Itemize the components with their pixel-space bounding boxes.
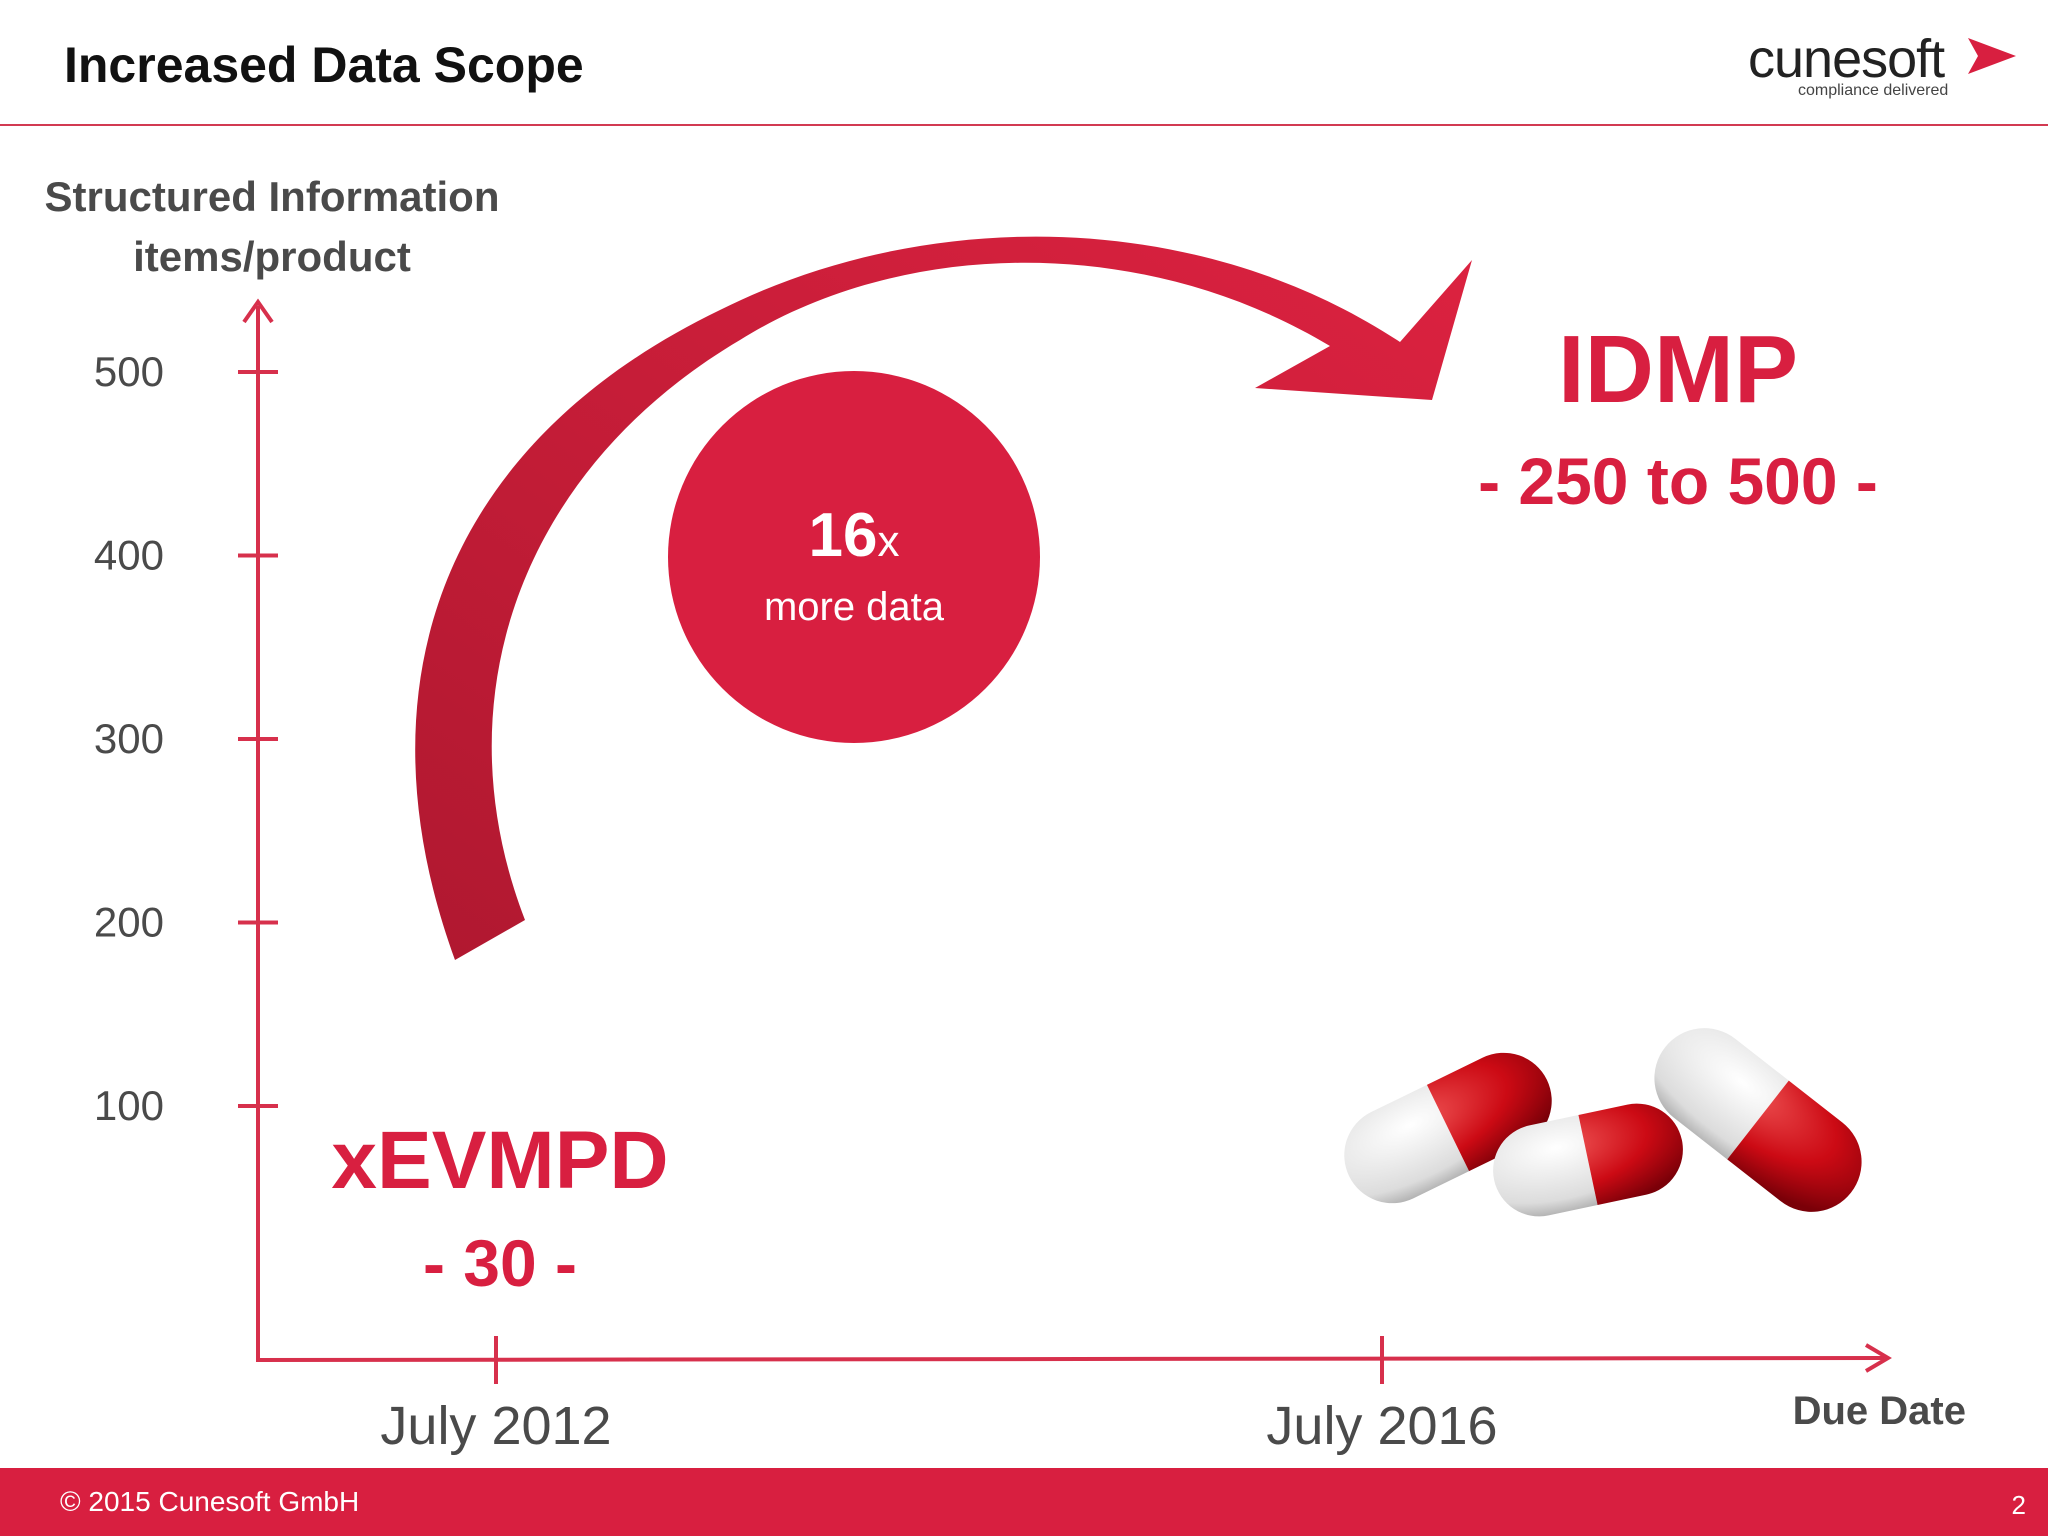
y-tick-label-500: 500 xyxy=(94,348,164,395)
x-axis-label: Due Date xyxy=(1793,1389,1966,1433)
y-axis-label-line2: items/product xyxy=(133,233,411,280)
x-tick-label-2: July 2016 xyxy=(1266,1396,1497,1456)
pills-illustration xyxy=(1344,1028,1862,1217)
x-tick-label-1: July 2012 xyxy=(380,1396,611,1456)
logo-arrow-icon xyxy=(1968,38,2016,74)
multiplier-caption: more data xyxy=(764,585,945,629)
capsule-front xyxy=(1493,1103,1683,1217)
point-label-idmp: IDMP xyxy=(1558,316,1798,423)
header-divider xyxy=(0,124,2048,126)
y-tick-label-300: 300 xyxy=(94,715,164,762)
capsule-right xyxy=(1654,1028,1862,1212)
point-label-xevmpd: xEVMPD xyxy=(331,1115,668,1206)
page-number: 2 xyxy=(2011,1490,2026,1520)
copyright-text: © 2015 Cunesoft GmbH xyxy=(60,1486,360,1517)
multiplier-circle xyxy=(668,371,1040,743)
y-axis-arrowhead xyxy=(242,298,274,324)
multiplier-text: 16x xyxy=(809,501,900,570)
point-value-xevmpd: - 30 - xyxy=(423,1226,577,1300)
logo-wordmark: cunesoft xyxy=(1748,29,1945,89)
capsule-left xyxy=(1344,1052,1552,1204)
y-tick-label-400: 400 xyxy=(94,532,164,579)
logo-tagline: compliance delivered xyxy=(1798,82,1949,99)
y-tick-label-100: 100 xyxy=(94,1082,164,1129)
footer-bar: © 2015 Cunesoft GmbH 2 xyxy=(0,1468,2048,1536)
x-axis-line xyxy=(255,1356,1885,1362)
y-axis-label-line1: Structured Information xyxy=(44,173,499,220)
page-title: Increased Data Scope xyxy=(64,37,584,93)
x-axis-arrowhead xyxy=(1864,1343,1892,1373)
y-tick-label-200: 200 xyxy=(94,899,164,946)
point-value-idmp: - 250 to 500 - xyxy=(1478,444,1878,518)
cunesoft-logo: cunesoft compliance delivered xyxy=(1748,28,2018,108)
multiplier-number: 16 xyxy=(809,501,878,570)
data-scope-chart: Structured Information items/product 100… xyxy=(44,173,1966,1456)
multiplier-suffix: x xyxy=(877,517,899,566)
